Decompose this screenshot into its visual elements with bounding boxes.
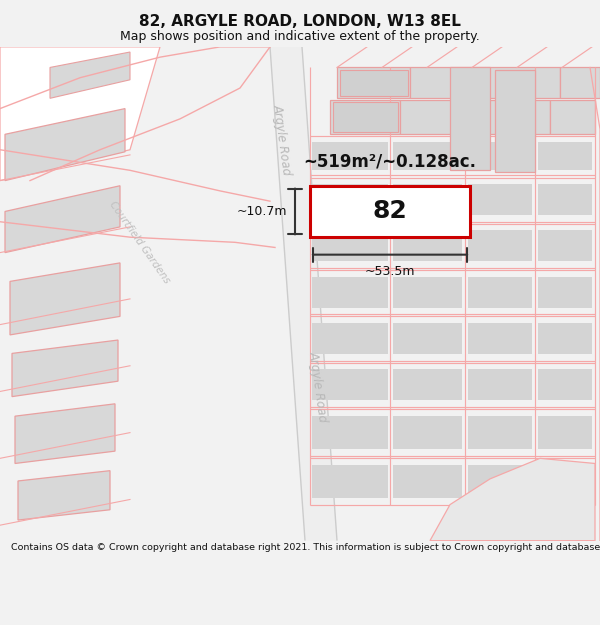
Polygon shape <box>468 142 532 169</box>
Polygon shape <box>393 465 462 498</box>
Polygon shape <box>393 184 462 215</box>
Polygon shape <box>538 369 592 400</box>
Polygon shape <box>312 465 388 498</box>
Polygon shape <box>393 277 462 308</box>
Polygon shape <box>312 323 388 354</box>
Polygon shape <box>393 231 462 261</box>
Text: ~10.7m: ~10.7m <box>236 205 287 218</box>
Polygon shape <box>5 186 120 253</box>
Text: Contains OS data © Crown copyright and database right 2021. This information is : Contains OS data © Crown copyright and d… <box>11 543 600 552</box>
Polygon shape <box>495 69 535 173</box>
Polygon shape <box>310 186 470 237</box>
Polygon shape <box>538 231 592 261</box>
Polygon shape <box>15 404 115 464</box>
Text: ~519m²/~0.128ac.: ~519m²/~0.128ac. <box>304 152 476 170</box>
Polygon shape <box>468 369 532 400</box>
Polygon shape <box>550 101 595 134</box>
Polygon shape <box>538 142 592 169</box>
Polygon shape <box>560 68 600 98</box>
Polygon shape <box>312 231 388 261</box>
Polygon shape <box>340 69 408 96</box>
Polygon shape <box>485 68 560 98</box>
Polygon shape <box>50 52 130 98</box>
Polygon shape <box>312 369 388 400</box>
Polygon shape <box>538 277 592 308</box>
Polygon shape <box>450 68 490 170</box>
Polygon shape <box>468 184 532 215</box>
Polygon shape <box>5 109 125 181</box>
Text: 82, ARGYLE ROAD, LONDON, W13 8EL: 82, ARGYLE ROAD, LONDON, W13 8EL <box>139 14 461 29</box>
Polygon shape <box>430 458 595 541</box>
Polygon shape <box>393 416 462 449</box>
Polygon shape <box>538 416 592 449</box>
Polygon shape <box>538 465 592 498</box>
Text: Map shows position and indicative extent of the property.: Map shows position and indicative extent… <box>120 30 480 43</box>
Polygon shape <box>475 101 550 134</box>
Text: Argyle Road: Argyle Road <box>271 103 293 176</box>
Polygon shape <box>410 68 485 98</box>
Polygon shape <box>312 142 388 169</box>
Polygon shape <box>468 416 532 449</box>
Polygon shape <box>538 184 592 215</box>
Polygon shape <box>538 323 592 354</box>
Polygon shape <box>312 277 388 308</box>
Text: 82: 82 <box>373 199 407 224</box>
Polygon shape <box>18 471 110 520</box>
Polygon shape <box>330 101 400 134</box>
Polygon shape <box>270 47 337 541</box>
Polygon shape <box>333 102 398 132</box>
Polygon shape <box>10 263 120 335</box>
Polygon shape <box>337 68 410 98</box>
Polygon shape <box>468 277 532 308</box>
Polygon shape <box>400 101 475 134</box>
Text: ~53.5m: ~53.5m <box>365 265 415 278</box>
Polygon shape <box>468 465 532 498</box>
Polygon shape <box>468 231 532 261</box>
Text: Argyle Road: Argyle Road <box>307 350 329 423</box>
Polygon shape <box>393 323 462 354</box>
Polygon shape <box>393 142 462 169</box>
Polygon shape <box>312 416 388 449</box>
Polygon shape <box>12 340 118 397</box>
Polygon shape <box>468 323 532 354</box>
Polygon shape <box>312 184 388 215</box>
Text: Courtfield Gardens: Courtfield Gardens <box>108 199 172 285</box>
Polygon shape <box>393 369 462 400</box>
Polygon shape <box>0 47 160 181</box>
